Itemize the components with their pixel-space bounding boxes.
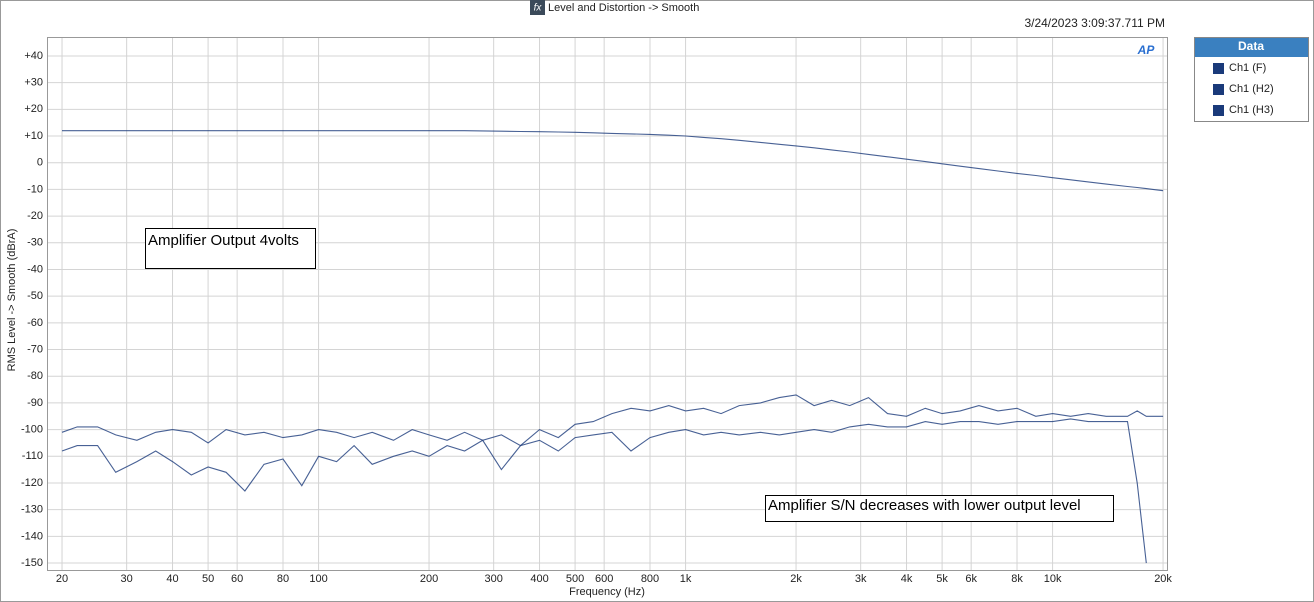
legend-label: Ch1 (H3) [1229,104,1274,116]
y-tick-label: -20 [27,210,43,222]
x-tick-label: 6k [965,573,977,585]
legend-label: Ch1 (F) [1229,62,1266,74]
y-tick-label: -10 [27,183,43,195]
y-tick-label: -70 [27,343,43,355]
series-line [62,130,1164,192]
y-tick-label: -150 [21,557,43,569]
timestamp: 3/24/2023 3:09:37.711 PM [1024,16,1165,30]
y-tick-label: 0 [37,157,43,169]
y-tick-label: -80 [27,370,43,382]
y-tick-label: +10 [24,130,43,142]
x-tick-label: 800 [641,573,659,585]
x-tick-label: 10k [1044,573,1062,585]
legend-swatch [1213,84,1224,95]
y-tick-label: -140 [21,530,43,542]
legend-label: Ch1 (H2) [1229,83,1274,95]
y-tick-label: -40 [27,263,43,275]
logo: AP [1137,43,1156,57]
series-line [61,394,1164,447]
y-tick-label: -60 [27,317,43,329]
fx-icon: fx [534,3,543,14]
x-tick-label: 50 [202,573,214,585]
annotation-box [145,228,316,269]
y-tick-label: +30 [24,77,43,89]
legend: Data Ch1 (F) Ch1 (H2) Ch1 (H3) [1194,37,1309,122]
x-tick-label: 300 [484,573,502,585]
legend-header [1195,38,1308,57]
x-tick-label: 200 [420,573,438,585]
y-tick-label: -100 [21,424,43,436]
y-tick-label: -110 [22,450,43,462]
plot-border [47,37,1168,571]
x-tick-label: 3k [855,573,867,585]
y-tick-label: -30 [27,237,43,249]
x-tick-label: 20k [1154,573,1172,585]
x-tick-label: 20 [56,573,68,585]
legend-swatch [1213,63,1224,74]
x-axis-label: Frequency (Hz) [569,586,645,598]
fx-icon-bg [530,0,545,15]
y-tick-label: +20 [24,103,43,115]
y-tick-label: -50 [27,290,43,302]
annotation: Amplifier S/N decreases with lower outpu… [768,497,1081,514]
y-axis-label: RMS Level -> Smooth (dBrA) [6,229,18,372]
x-tick-label: 8k [1011,573,1023,585]
legend-swatch [1213,105,1224,116]
x-tick-label: 4k [901,573,913,585]
y-tick-label: -120 [21,477,43,489]
x-tick-label: 2k [790,573,802,585]
y-tick-label: -90 [27,397,43,409]
series-line [61,418,1147,564]
x-tick-label: 600 [595,573,613,585]
legend-title: Data [1238,39,1264,53]
x-tick-label: 100 [309,573,327,585]
x-tick-label: 400 [530,573,548,585]
chart-title: Level and Distortion -> Smooth [548,2,699,14]
annotation-box [765,495,1114,522]
x-tick-label: 500 [566,573,584,585]
y-tick-label: -130 [21,504,43,516]
x-tick-label: 80 [277,573,289,585]
x-tick-label: 60 [231,573,243,585]
y-tick-label: +40 [24,50,43,62]
x-tick-label: 30 [121,573,133,585]
x-tick-label: 1k [680,573,692,585]
x-tick-label: 5k [936,573,948,585]
annotation: Amplifier Output 4volts [148,232,299,249]
x-tick-label: 40 [166,573,178,585]
